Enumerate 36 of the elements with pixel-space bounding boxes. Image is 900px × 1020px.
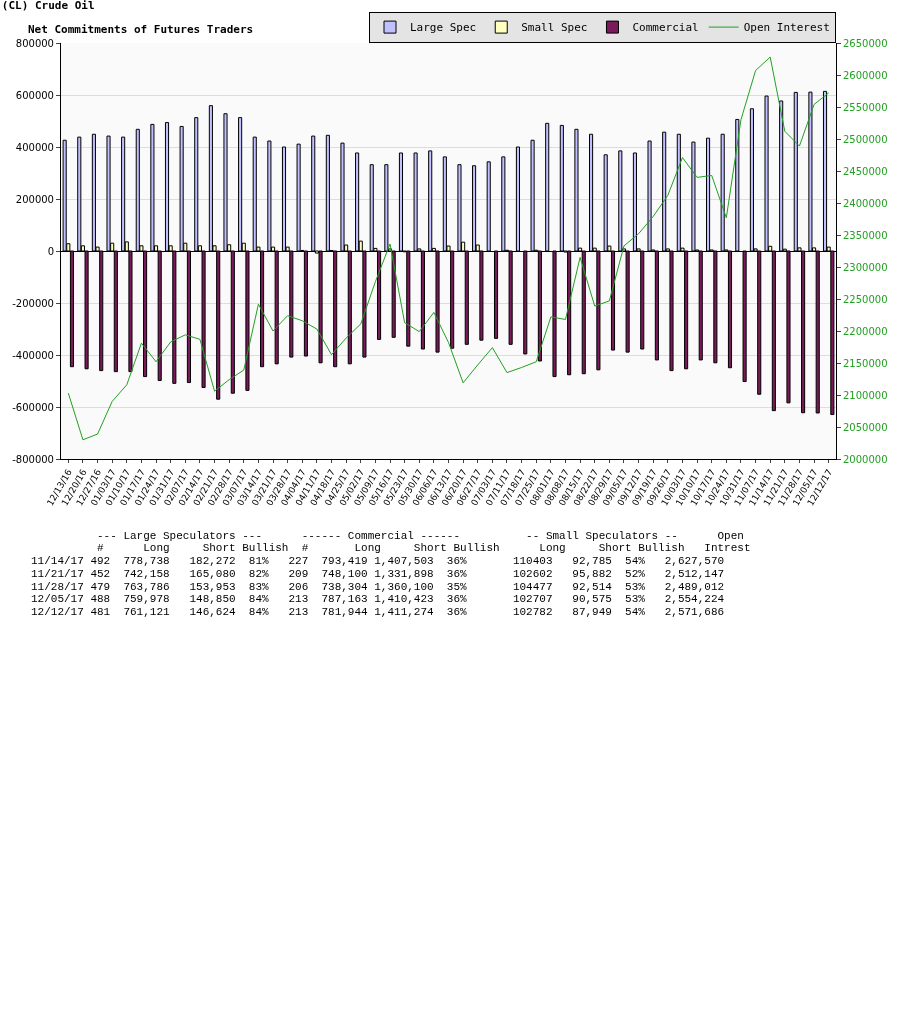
legend-label: Small Spec (521, 21, 588, 35)
y2-tick-label: 2500000 (843, 133, 888, 145)
y-tick-label: -200000 (12, 297, 54, 309)
y-tick-label: 600000 (15, 89, 54, 101)
text: 11/14/17 492 778,738 182,272 81% 227 793,419 1,407,503 36% 110403 92,785 54% 2,627,570 (31, 555, 725, 567)
chart-title: (CL) Crude Oil (1, 0, 95, 13)
y2-tick-label: 2650000 (843, 37, 888, 49)
legend-label: Commercial (632, 21, 699, 35)
y2-tick-label: 2300000 (843, 261, 888, 273)
y2-tick-label: 2550000 (843, 101, 888, 113)
chart-subtitle: Net Commitments of Futures Traders (28, 23, 254, 36)
text: --- Large Speculators --- ------ Commercial ------ -- Small Speculators -- Open (31, 530, 744, 542)
y-tick-label: 0 (47, 245, 54, 257)
y2-tick-label: 2400000 (843, 197, 888, 209)
y-tick-label: -600000 (12, 401, 54, 413)
text: 12/12/17 481 761,121 146,624 84% 213 781,944 1,411,274 36% 102782 87,949 54% 2,571,686 (31, 606, 725, 618)
text: 11/21/17 452 742,158 165,080 82% 209 748,100 1,331,898 36% 102602 95,882 52% 2,512,147 (31, 568, 725, 580)
y-tick-label: -400000 (12, 349, 54, 361)
y2-tick-label: 2000000 (843, 453, 888, 465)
y-tick-label: 200000 (15, 193, 54, 205)
legend-label: Large Spec (410, 21, 477, 35)
y2-tick-label: 2200000 (843, 325, 888, 337)
y2-tick-label: 2600000 (843, 69, 888, 81)
y2-tick-label: 2100000 (843, 389, 888, 401)
y-tick-label: 800000 (15, 37, 54, 49)
y2-tick-label: 2450000 (843, 165, 888, 177)
y-tick-label: -800000 (12, 453, 54, 465)
text: 12/05/17 488 759,978 148,850 84% 213 787,163 1,410,423 36% 102707 90,575 53% 2,554,224 (31, 593, 725, 605)
y2-tick-label: 2050000 (843, 421, 888, 433)
text: # Long Short Bullish # Long Short Bullish Long Short Bullish Intrest (31, 542, 751, 554)
y2-tick-label: 2150000 (843, 357, 888, 369)
text: 11/28/17 479 763,786 153,953 83% 206 738,304 1,360,100 35% 104477 92,514 53% 2,489,012 (31, 581, 725, 593)
y2-tick-label: 2250000 (843, 293, 888, 305)
y-tick-label: 400000 (15, 141, 54, 153)
y2-tick-label: 2350000 (843, 229, 888, 241)
legend-label: Open Interest (743, 21, 830, 35)
